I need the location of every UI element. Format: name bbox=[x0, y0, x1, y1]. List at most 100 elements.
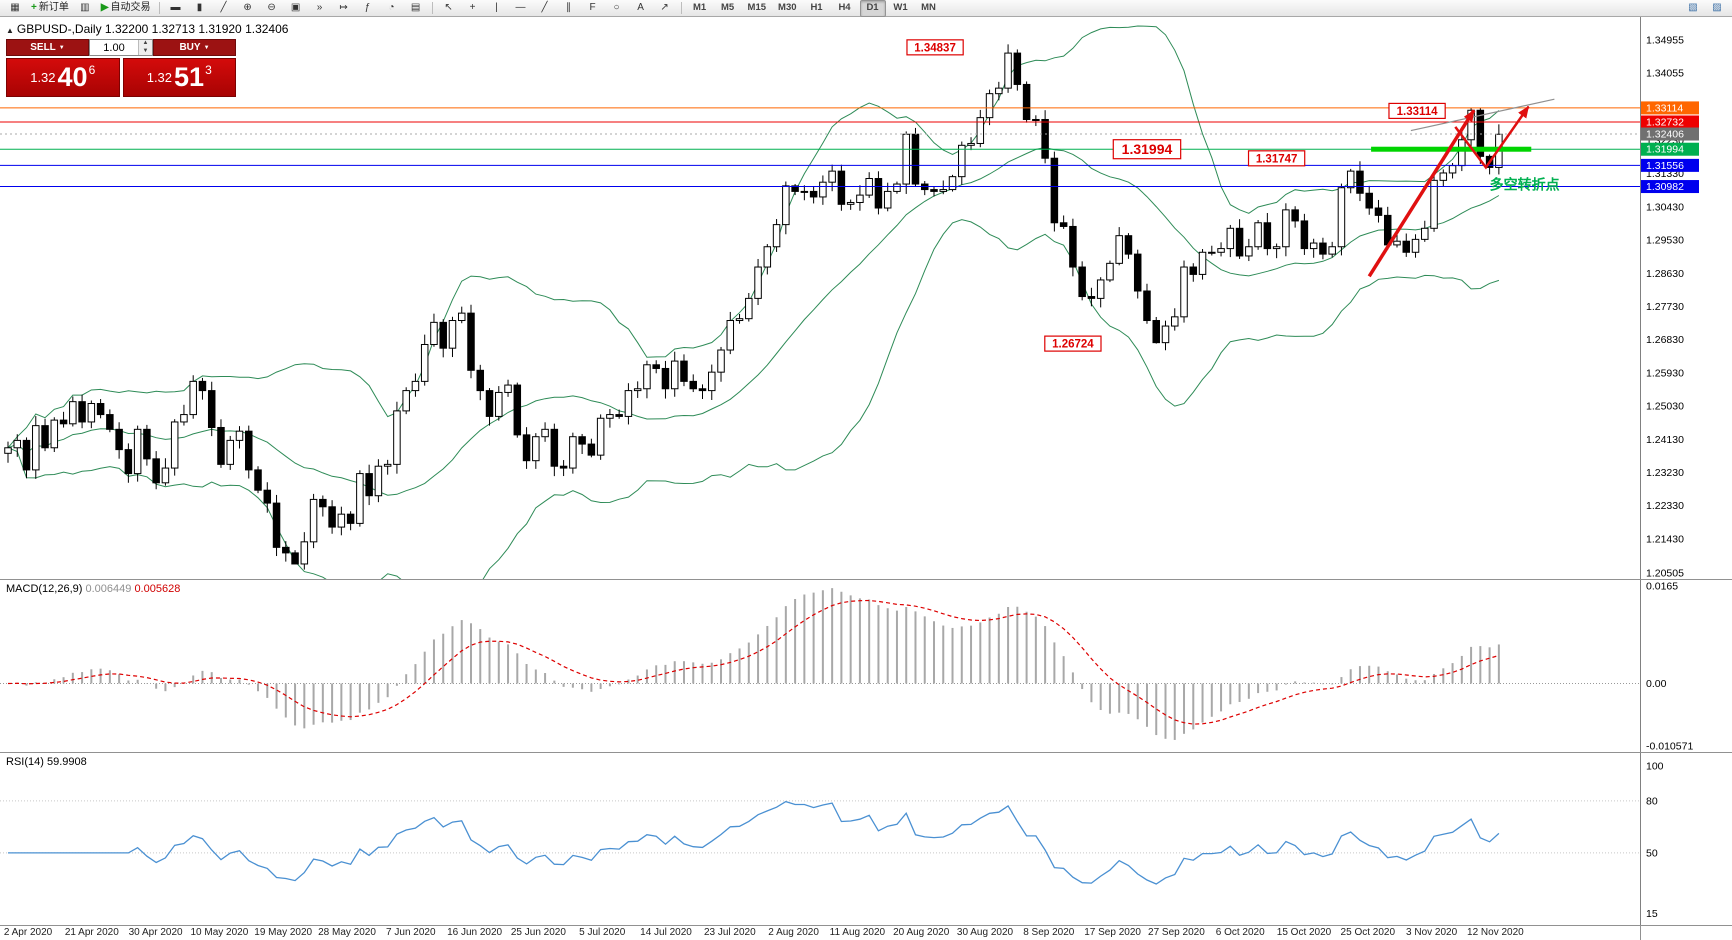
price-axis-label: 1.27730 bbox=[1646, 301, 1684, 313]
candle-body bbox=[180, 414, 188, 423]
auto-scroll-icon[interactable]: » bbox=[316, 2, 323, 13]
new-chart-icon[interactable]: ▧ bbox=[1688, 2, 1698, 13]
candle-body bbox=[819, 181, 827, 198]
window-list-icon[interactable]: ▨ bbox=[1712, 2, 1722, 13]
toolbar: ▦ + 新订单 ▥ ▶ 自动交易 ▬ ▮ ╱ ⊕ ⊖ ▣ » ↦ ƒ ◔ ▤ ↖ + | — ╱ ∥ F ○ A ↗ M1 M5 M15 M… bbox=[0, 0, 1732, 17]
sell-price-button[interactable]: 1.32 40 6 bbox=[6, 58, 120, 97]
stepper-up-icon[interactable]: ▲ bbox=[139, 40, 152, 48]
candle-body bbox=[735, 318, 744, 322]
date-label: 12 Nov 2020 bbox=[1467, 927, 1524, 938]
bar-chart-icon[interactable]: ▬ bbox=[170, 2, 181, 13]
candle-body bbox=[513, 384, 522, 436]
candlestick-icon[interactable]: ▮ bbox=[196, 2, 203, 13]
candle-body bbox=[402, 390, 410, 412]
symbol-collapse-icon[interactable]: ▲ bbox=[6, 26, 14, 35]
crosshair-icon[interactable]: + bbox=[469, 2, 476, 13]
price-axis-label: 1.23230 bbox=[1646, 467, 1684, 479]
candle-body bbox=[670, 360, 679, 390]
candle-body bbox=[411, 380, 420, 392]
chart-window-icon[interactable]: ▦ bbox=[10, 2, 20, 13]
candle-body bbox=[22, 439, 31, 471]
templates-icon[interactable]: ▤ bbox=[410, 2, 421, 13]
timeframe-button-h4[interactable]: H4 bbox=[838, 2, 851, 14]
candle-body bbox=[1096, 279, 1105, 299]
macd-signal-value: 0.005628 bbox=[134, 583, 181, 595]
chevron-down-icon: ▼ bbox=[203, 44, 210, 51]
indicators-icon[interactable]: ƒ bbox=[364, 2, 371, 13]
candle-body bbox=[430, 321, 438, 345]
candle-body bbox=[115, 428, 123, 451]
candle-body bbox=[967, 142, 975, 146]
timeframe-button-h1[interactable]: H1 bbox=[810, 2, 823, 14]
main-chart[interactable]: 1.34837 1.33114 1.31994 1.31747 1.26724 多空转折点… bbox=[0, 17, 1732, 579]
text-icon[interactable]: A bbox=[637, 2, 644, 13]
chart-area[interactable]: 1.34837 1.33114 1.31994 1.31747 1.26724 多空转折点… bbox=[0, 17, 1732, 580]
price-annotation[interactable]: 1.34837 bbox=[906, 39, 964, 56]
arrows-icon[interactable]: ↗ bbox=[660, 2, 669, 13]
candle-body bbox=[1346, 170, 1355, 189]
timeframe-button-m15[interactable]: M15 bbox=[747, 2, 767, 14]
price-annotation[interactable]: 1.33114 bbox=[1388, 102, 1446, 120]
chart-shift-icon[interactable]: ↦ bbox=[339, 2, 348, 13]
buy-price-button[interactable]: 1.32 51 3 bbox=[122, 58, 236, 97]
candle-body bbox=[495, 391, 503, 417]
chart-ohlc-header: ▲ GBPUSD-,Daily 1.32200 1.32713 1.31920 1… bbox=[6, 22, 288, 36]
lot-stepper[interactable]: ▲ ▼ bbox=[138, 40, 152, 55]
autotrading-button[interactable]: ▶ 自动交易 bbox=[100, 2, 151, 13]
stepper-down-icon[interactable]: ▼ bbox=[139, 47, 152, 55]
line-chart-icon[interactable]: ╱ bbox=[220, 2, 227, 13]
candle-body bbox=[504, 384, 512, 393]
candle-body bbox=[1032, 118, 1040, 121]
timeframe-button-m1[interactable]: M1 bbox=[692, 2, 707, 14]
rsi-panel: 100 80 50 15 RSI(14) 59.9908 bbox=[0, 753, 1732, 926]
price-annotation[interactable]: 1.26724 bbox=[1044, 335, 1102, 352]
periods-icon[interactable]: ◔ bbox=[388, 2, 395, 13]
horizontal-line-icon[interactable]: — bbox=[515, 2, 526, 13]
candle-body bbox=[1254, 222, 1262, 248]
turning-point-text[interactable]: 多空转折点 bbox=[1490, 177, 1560, 193]
rsi-axis-label: 15 bbox=[1646, 908, 1658, 920]
candle-body bbox=[828, 170, 836, 183]
date-axis[interactable]: 2 Apr 2020 21 Apr 2020 30 Apr 2020 10 May 2… bbox=[0, 926, 1732, 940]
candle-body bbox=[1356, 170, 1364, 194]
new-order-button[interactable]: + 新订单 bbox=[31, 2, 69, 13]
axis-separator bbox=[1640, 926, 1641, 940]
price-annotation[interactable]: 1.31747 bbox=[1247, 150, 1306, 167]
buy-price-sup: 3 bbox=[205, 62, 212, 77]
candle-body bbox=[754, 266, 762, 299]
profiles-icon[interactable]: ▥ bbox=[80, 2, 90, 13]
candle-body bbox=[578, 436, 586, 445]
channel-icon[interactable]: ∥ bbox=[566, 2, 572, 13]
fibonacci-icon[interactable]: F bbox=[589, 2, 596, 13]
candle-body bbox=[291, 552, 299, 565]
price-axis-label: 1.26830 bbox=[1646, 334, 1684, 346]
date-label: 20 Aug 2020 bbox=[893, 927, 950, 938]
timeframe-button-d1[interactable]: D1 bbox=[859, 0, 886, 17]
buy-dropdown[interactable]: BUY ▼ bbox=[153, 39, 236, 56]
sell-dropdown[interactable]: SELL ▼ bbox=[6, 39, 89, 56]
price-annotation[interactable]: 1.31994 bbox=[1112, 139, 1182, 160]
timeframe-button-m30[interactable]: M30 bbox=[778, 2, 797, 14]
candle-body bbox=[930, 189, 938, 192]
shapes-icon[interactable]: ○ bbox=[613, 2, 620, 13]
timeframe-button-mn[interactable]: MN bbox=[921, 2, 936, 14]
tile-windows-icon[interactable]: ▣ bbox=[290, 2, 301, 13]
vertical-line-icon[interactable]: | bbox=[495, 2, 498, 13]
candle-body bbox=[800, 190, 809, 193]
zoom-out-icon[interactable]: ⊖ bbox=[267, 2, 276, 13]
timeframe-button-w1[interactable]: W1 bbox=[893, 2, 908, 14]
macd-label: MACD(12,26,9) 0.006449 0.005628 bbox=[6, 583, 180, 595]
trend-arrow[interactable] bbox=[1454, 105, 1530, 170]
svg-text:1.32406: 1.32406 bbox=[1646, 129, 1684, 141]
candle-body bbox=[1180, 266, 1188, 318]
cursor-icon[interactable]: ↖ bbox=[444, 2, 453, 13]
macd-panel: 0.0165 0.00 -0.010571 MACD(12,26,9) 0.0064… bbox=[0, 580, 1732, 753]
zoom-in-icon[interactable]: ⊕ bbox=[243, 2, 252, 13]
candle-body bbox=[782, 185, 790, 226]
trendline[interactable] bbox=[1410, 98, 1555, 132]
price-axis-label: 1.28630 bbox=[1646, 268, 1684, 280]
trendline-icon[interactable]: ╱ bbox=[541, 2, 548, 13]
lot-size-input[interactable] bbox=[90, 40, 138, 55]
trend-arrow[interactable] bbox=[1367, 109, 1476, 278]
timeframe-button-m5[interactable]: M5 bbox=[720, 2, 735, 14]
